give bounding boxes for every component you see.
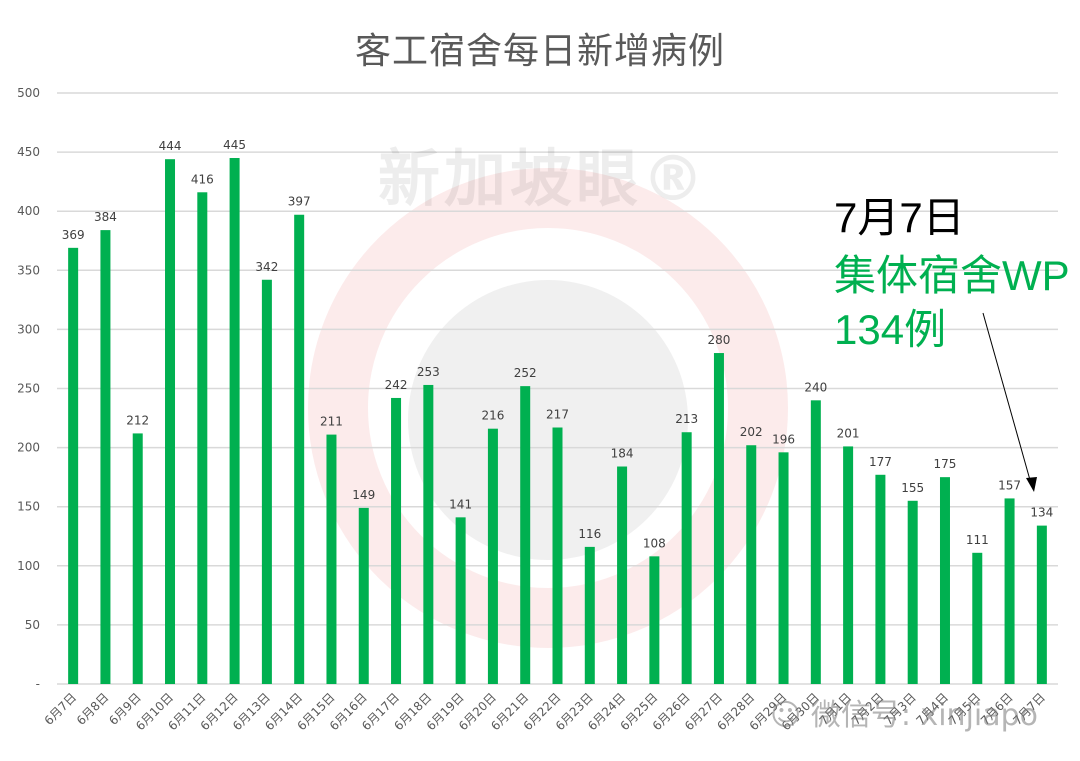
y-tick-label: 450 <box>17 145 40 159</box>
bar <box>294 214 305 684</box>
bar <box>584 546 595 684</box>
bar <box>132 433 143 684</box>
y-tick-label: - <box>36 677 40 691</box>
data-label: 202 <box>740 425 763 439</box>
data-label: 177 <box>869 455 892 469</box>
data-label: 240 <box>804 380 827 394</box>
data-label: 445 <box>223 138 246 152</box>
watermark-brand: 新加坡眼® <box>378 142 709 215</box>
data-label: 416 <box>191 172 214 186</box>
data-label: 253 <box>417 365 440 379</box>
data-label: 157 <box>998 478 1021 492</box>
annotation-line2: 134例 <box>834 306 947 353</box>
bar <box>907 500 918 684</box>
bar <box>261 279 272 684</box>
y-tick-label: 200 <box>17 441 40 455</box>
bar <box>778 452 789 684</box>
data-label: 444 <box>159 139 182 153</box>
bar <box>100 230 111 684</box>
bar <box>1036 525 1047 684</box>
y-tick-label: 250 <box>17 382 40 396</box>
data-label: 196 <box>772 432 795 446</box>
bar <box>939 477 950 684</box>
bar <box>875 474 886 684</box>
data-label: 384 <box>94 210 117 224</box>
data-label: 369 <box>62 228 85 242</box>
data-label: 242 <box>385 378 408 392</box>
bar <box>617 466 628 684</box>
bar <box>810 400 821 684</box>
x-tick-label: 6月8日 <box>74 690 112 728</box>
data-label: 184 <box>611 447 634 461</box>
data-label: 213 <box>675 412 698 426</box>
data-label: 342 <box>255 260 278 274</box>
data-label: 116 <box>578 527 601 541</box>
bar <box>487 428 498 684</box>
bar <box>423 384 434 684</box>
y-tick-label: 300 <box>17 322 40 336</box>
x-tick-label: 6月7日 <box>42 690 80 728</box>
data-label: 108 <box>643 536 666 550</box>
y-tick-label: 350 <box>17 263 40 277</box>
data-label: 175 <box>934 457 957 471</box>
data-label: 155 <box>901 481 924 495</box>
bar <box>649 556 660 684</box>
data-label: 397 <box>288 195 311 209</box>
bar <box>165 159 176 684</box>
data-label: 212 <box>126 413 149 427</box>
bar <box>843 446 854 684</box>
y-tick-label: 400 <box>17 204 40 218</box>
data-label: 201 <box>837 426 860 440</box>
bar <box>455 517 466 684</box>
annotation-line1: 集体宿舍WP <box>834 252 1070 299</box>
bar <box>326 434 337 684</box>
bar <box>552 427 563 684</box>
y-tick-label: 150 <box>17 500 40 514</box>
annotation-date: 7月7日 <box>834 194 965 241</box>
data-label: 149 <box>352 488 375 502</box>
y-tick-label: 100 <box>17 559 40 573</box>
data-label: 211 <box>320 415 343 429</box>
annotation-arrow-icon <box>982 312 1037 492</box>
data-label: 111 <box>966 533 989 547</box>
bar <box>681 432 692 684</box>
y-tick-label: 500 <box>17 86 40 100</box>
data-label: 141 <box>449 497 472 511</box>
wechat-watermark: ☺ 微信号: xinjiapo <box>770 698 1039 733</box>
bars <box>68 158 1047 685</box>
bar <box>358 507 369 684</box>
bar <box>713 353 724 684</box>
y-axis: - 50 100 150 200 250 300 350 400 450 500 <box>17 86 40 691</box>
data-labels: 369 384 212 444 416 445 342 397 211 149 242 253 141 2… <box>62 138 1054 550</box>
bar <box>391 397 402 684</box>
bar <box>746 445 757 684</box>
data-label: 216 <box>481 409 504 423</box>
gridlines <box>57 92 1058 685</box>
bar <box>520 386 531 684</box>
data-label: 134 <box>1030 506 1053 520</box>
bar <box>229 158 240 684</box>
wechat-icon: ☺ <box>770 698 802 733</box>
data-label: 252 <box>514 366 537 380</box>
chart-title: 客工宿舍每日新增病例 <box>354 31 725 72</box>
data-label: 217 <box>546 408 569 422</box>
bar <box>972 552 983 684</box>
bar <box>1004 498 1015 684</box>
data-label: 280 <box>707 333 730 347</box>
y-tick-label: 50 <box>25 618 40 632</box>
bar <box>197 192 208 684</box>
bar <box>68 247 79 685</box>
